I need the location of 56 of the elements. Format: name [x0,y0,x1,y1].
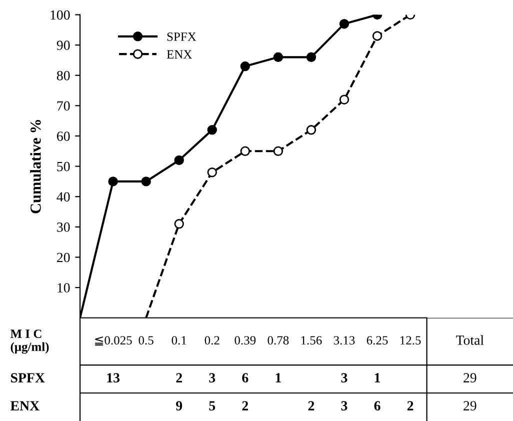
legend-label: SPFX [167,32,196,41]
point [240,61,250,72]
data-label: 13 [107,373,120,382]
data-label: 6 [374,401,380,410]
x-tick-label: ≦0.025 [95,336,132,346]
data-label: 3 [341,373,348,382]
point [306,52,316,62]
point [339,94,350,104]
point [207,167,217,178]
data-label: 3 [341,401,348,410]
y-tick-label: 70 [57,101,70,111]
x-tick-label: 12.5 [400,336,421,345]
data-label: 2 [176,373,182,382]
point [273,146,284,156]
y-tick-label: 50 [57,162,70,172]
data-label: 5 [209,401,216,410]
point [207,125,217,135]
x-tick-label: Total [456,335,484,345]
data-label: 3 [209,373,216,382]
x-tick-label: 6.25 [366,336,388,345]
y-tick-label: 90 [56,40,70,50]
x-tick-label: 0.78 [268,336,289,345]
y-tick-label: 100 [50,10,70,20]
y-tick-label: 40 [56,192,70,202]
point [174,219,184,229]
point [306,125,316,135]
point [273,52,284,62]
data-label: 6 [242,373,248,382]
x-tick-label: 0.5 [138,336,154,345]
point [372,31,382,41]
point [141,176,151,186]
data-label: 1 [276,373,281,382]
y-tick-label: 60 [57,132,70,141]
data-label: 1 [374,373,380,382]
point [174,155,184,166]
legend-label: ENX [166,50,192,58]
point [240,146,250,156]
x-tick-label: 3.13 [334,336,355,345]
data-label: 2 [407,401,414,410]
x-tick-label: 0.2 [204,336,220,345]
x-axis-title: M I C (μg/ml) [10,330,49,354]
data-label: 9 [176,401,182,410]
x-tick-label: 0.39 [234,336,256,345]
x-tick-label: 1.56 [301,336,322,345]
data-label: 2 [308,401,314,410]
data-label: 2 [242,401,248,410]
point [339,18,350,29]
data-label: 29 [464,401,476,410]
data-label: 29 [464,373,476,382]
y-tick-label: 20 [57,252,70,262]
y-tick-label: 10 [58,283,70,292]
y-tick-label: 80 [56,70,70,80]
x-tick-label: 0.1 [172,336,186,345]
y-tick-label: 30 [57,222,70,232]
y-axis-title: Cumulative % [30,120,41,214]
point [108,176,118,186]
